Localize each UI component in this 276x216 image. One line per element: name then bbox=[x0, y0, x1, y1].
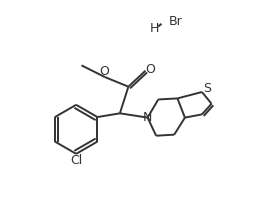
Text: O: O bbox=[145, 63, 155, 76]
Text: Br: Br bbox=[169, 15, 183, 28]
Text: O: O bbox=[99, 65, 109, 78]
Text: S: S bbox=[203, 82, 211, 95]
Text: H: H bbox=[149, 22, 159, 35]
Text: Cl: Cl bbox=[70, 154, 82, 167]
Text: N: N bbox=[143, 111, 152, 124]
